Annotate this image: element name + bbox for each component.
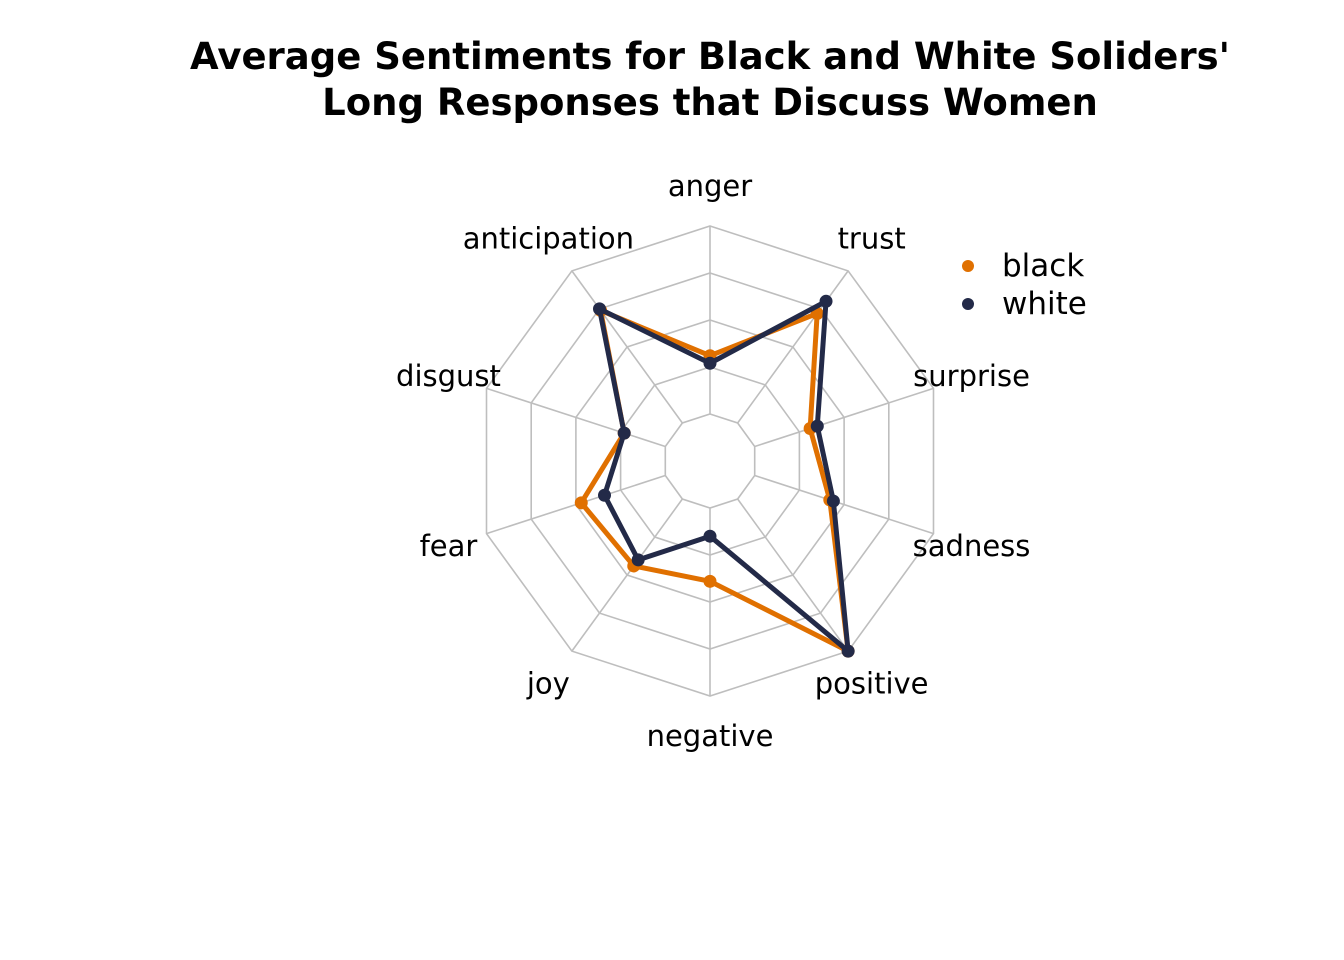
series-layer	[574, 294, 855, 658]
category-label-trust: trust	[838, 222, 906, 256]
series-black	[574, 303, 855, 658]
point-white-positive	[841, 644, 855, 658]
point-white-disgust	[617, 426, 631, 440]
grid-spoke-anticipation	[571, 270, 684, 424]
legend-item-black: black	[962, 247, 1087, 285]
radar-grid	[485, 225, 935, 697]
legend-swatch-black	[962, 260, 974, 272]
point-white-surprise	[810, 419, 824, 433]
grid-ring-1	[664, 413, 756, 509]
grid-spoke-joy	[571, 498, 684, 652]
point-white-fear	[598, 488, 612, 502]
category-label-sadness: sadness	[913, 529, 1031, 563]
point-white-joy	[631, 553, 645, 567]
point-white-trust	[819, 294, 833, 308]
category-label-negative: negative	[647, 719, 774, 753]
point-white-anticipation	[592, 302, 606, 316]
legend-item-white: white	[962, 285, 1087, 323]
category-label-disgust: disgust	[396, 359, 501, 393]
series-white	[592, 294, 855, 658]
chart-title-line-2: Long Responses that Discuss Women	[322, 81, 1098, 124]
grid-spoke-sadness	[754, 474, 934, 535]
category-label-anticipation: anticipation	[463, 222, 634, 256]
point-black-fear	[574, 496, 588, 510]
point-white-sadness	[826, 494, 840, 508]
category-label-positive: positive	[815, 666, 929, 700]
grid-spoke-disgust	[486, 387, 666, 448]
chart-title: Average Sentiments for Black and White S…	[0, 34, 1344, 126]
legend-label-white: white	[1002, 286, 1087, 322]
category-label-joy: joy	[526, 666, 570, 700]
chart-title-line-1: Average Sentiments for Black and White S…	[190, 35, 1230, 78]
category-label-fear: fear	[420, 529, 478, 563]
category-label-surprise: surprise	[913, 359, 1030, 393]
point-black-negative	[703, 574, 717, 588]
category-label-anger: anger	[668, 169, 752, 203]
point-white-anger	[703, 356, 717, 370]
legend-swatch-white	[962, 298, 974, 310]
point-white-negative	[703, 529, 717, 543]
grid-spoke-positive	[736, 498, 849, 652]
category-labels: anger trust surprise sadness positive negativ…	[396, 169, 1030, 753]
legend-label-black: black	[1002, 248, 1085, 284]
grid-spoke-surprise	[754, 387, 934, 448]
legend: black white	[962, 247, 1087, 323]
